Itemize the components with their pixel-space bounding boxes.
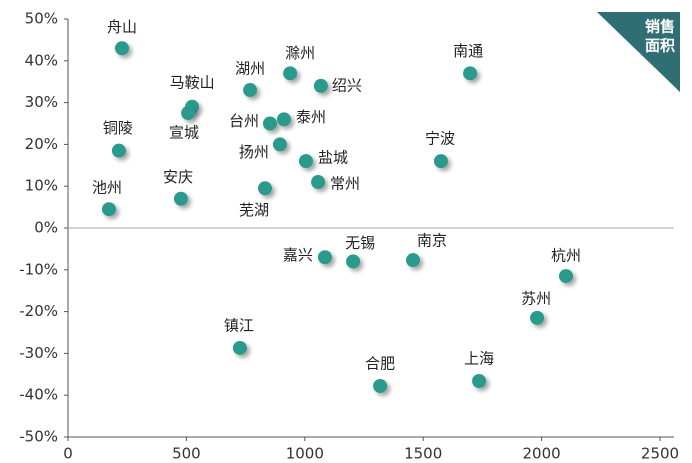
x-tick-label: 1000 <box>286 445 324 463</box>
x-tick-label: 2500 <box>641 445 679 463</box>
point <box>373 379 388 394</box>
point <box>406 253 421 268</box>
y-tick-label: 10% <box>25 177 58 195</box>
point <box>262 116 277 131</box>
point <box>311 175 326 190</box>
point <box>433 154 448 169</box>
point-label: 南通 <box>453 42 483 60</box>
point-label: 铜陵 <box>103 119 133 137</box>
y-tick-label: 50% <box>25 10 58 28</box>
point-label: 湖州 <box>235 60 265 78</box>
x-tick-label: 2000 <box>523 445 561 463</box>
point <box>472 373 487 388</box>
point-label: 池州 <box>92 179 122 197</box>
point-label: 滁州 <box>285 44 315 62</box>
point-label: 扬州 <box>239 143 269 161</box>
y-tick-label: 0% <box>34 219 58 237</box>
point-label: 宁波 <box>425 130 455 148</box>
x-tick-label: 500 <box>172 445 201 463</box>
y-tick-label: -40% <box>19 386 58 404</box>
point <box>173 191 188 206</box>
point-label: 嘉兴 <box>283 246 313 264</box>
point-label: 无锡 <box>345 234 375 252</box>
point <box>313 78 328 93</box>
point <box>232 340 247 355</box>
y-tick-label: 30% <box>25 93 58 111</box>
point <box>346 254 361 269</box>
point-label: 泰州 <box>296 108 326 126</box>
point-label: 马鞍山 <box>170 73 215 91</box>
point-label: 安庆 <box>163 168 193 186</box>
point <box>272 137 287 152</box>
point <box>463 66 478 81</box>
point <box>530 310 545 325</box>
x-tick-label: 0 <box>63 445 73 463</box>
point-label: 杭州 <box>551 247 581 265</box>
x-tick-label: 1500 <box>404 445 442 463</box>
point-label: 苏州 <box>521 289 551 307</box>
point-label: 台州 <box>229 112 259 130</box>
point-label: 常州 <box>330 175 360 193</box>
point-label: 绍兴 <box>332 76 362 94</box>
point-label: 宣城 <box>169 124 199 142</box>
point <box>114 41 129 56</box>
badge-fill <box>640 12 680 92</box>
point-label: 上海 <box>464 349 494 367</box>
point <box>317 250 332 265</box>
point-label: 盐城 <box>318 149 348 167</box>
y-tick-label: -10% <box>19 260 58 278</box>
point-label: 芜湖 <box>239 201 269 219</box>
point <box>243 83 258 98</box>
y-tick-label: 40% <box>25 51 58 69</box>
point-label: 南京 <box>417 232 447 250</box>
point <box>283 66 298 81</box>
point <box>298 154 313 169</box>
y-tick-label: -20% <box>19 302 58 320</box>
point <box>101 202 116 217</box>
point-label: 舟山 <box>107 18 137 36</box>
point <box>258 181 273 196</box>
y-tick-label: -30% <box>19 344 58 362</box>
y-tick-label: -50% <box>19 428 58 446</box>
badge-text: 面积 <box>645 37 675 55</box>
point <box>111 143 126 158</box>
y-tick-label: 20% <box>25 135 58 153</box>
point-label: 镇江 <box>224 316 254 334</box>
point <box>181 106 196 121</box>
point-label: 合肥 <box>365 355 395 373</box>
point <box>276 112 291 127</box>
point <box>558 269 573 284</box>
badge-text: 销售 <box>645 18 675 36</box>
